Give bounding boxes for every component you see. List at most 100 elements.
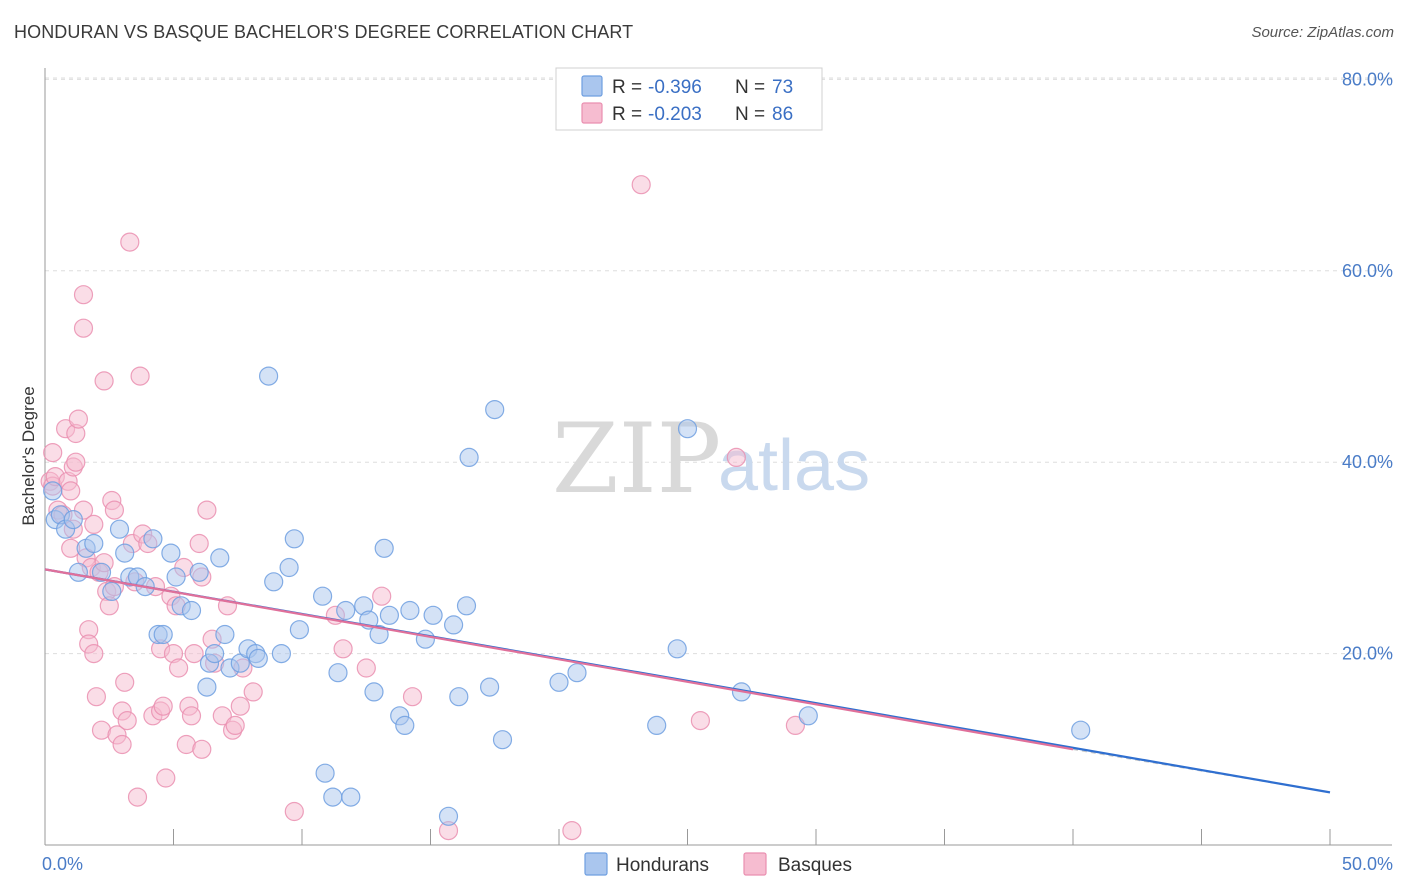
points-layer [40,175,1091,841]
honduran-point-55 [423,605,443,625]
bottom-legend-label-hondurans: Hondurans [616,855,709,876]
honduran-point-21 [181,600,202,621]
honduran-point-59 [456,596,477,616]
honduran-point-33 [259,366,279,386]
honduran-point-4 [63,509,83,530]
honduran-point-48 [369,624,389,645]
basque-point-32 [104,500,125,520]
bottom-legend: Hondurans Basques [584,852,852,876]
legend: R = -0.396 N = 73 R = -0.203 N = 86 [555,67,823,131]
honduran-point-0 [43,481,63,501]
basque-point-13 [66,452,86,472]
basque-point-24 [86,687,107,707]
honduran-point-54 [415,629,435,649]
honduran-point-62 [485,400,505,420]
y-tick-label-20: 20.0% [1342,644,1393,664]
basque-point-38 [117,710,137,731]
y-tick-label-60: 60.0% [1342,261,1393,281]
honduran-point-27 [215,624,235,645]
basque-point-14 [68,409,89,429]
honduran-point-44 [341,787,361,807]
honduran-point-34 [264,572,284,592]
grid-layer [45,77,1392,655]
basque-point-59 [181,706,202,726]
legend-n-value-hondurans: 73 [772,77,793,98]
basque-point-71 [230,696,250,716]
y-tick-label-80: 80.0% [1342,69,1393,89]
honduran-point-36 [279,557,299,578]
basque-point-2 [43,443,63,463]
basque-point-51 [156,768,176,788]
basque-point-70 [225,715,245,736]
legend-r-value-basques: -0.203 [648,104,702,125]
honduran-point-25 [205,643,225,664]
basque-point-81 [785,715,806,736]
basque-point-80 [631,175,651,195]
honduran-point-65 [567,663,587,683]
watermark-atlas: atlas [718,426,870,506]
legend-swatch-basques [581,102,603,124]
basque-point-85 [690,710,711,731]
honduran-point-9 [102,581,122,602]
chart-title: HONDURAN VS BASQUE BACHELOR'S DEGREE COR… [14,22,634,42]
honduran-point-60 [459,447,479,467]
honduran-point-42 [328,663,348,683]
honduran-point-7 [84,533,104,554]
honduran-point-53 [400,600,420,621]
legend-r-label-basques: R = [612,104,642,125]
honduran-point-63 [492,730,513,750]
honduran-point-68 [677,419,698,439]
honduran-point-15 [143,529,163,549]
y-axis-label: Bachelor's Degree [19,386,38,525]
basque-point-63 [192,739,212,759]
basque-point-36 [112,734,132,755]
trend-layer [44,568,1331,794]
y-tick-label-40: 40.0% [1342,452,1393,472]
legend-r-value-hondurans: -0.396 [648,77,702,98]
legend-n-value-basques: 86 [772,104,793,125]
basque-point-77 [356,658,376,678]
honduran-point-61 [480,677,500,697]
basque-point-60 [184,643,204,664]
honduran-point-8 [91,562,112,582]
basque-point-74 [284,801,304,822]
honduran-point-64 [549,672,569,692]
honduran-point-11 [115,543,135,563]
basque-point-76 [333,639,353,659]
honduran-point-18 [161,543,181,563]
basque-point-67 [212,706,232,726]
honduran-point-40 [315,763,335,783]
honduran-point-56 [438,806,459,826]
basque-point-15 [73,285,94,305]
honduran-point-5 [68,562,89,582]
basque-point-22 [84,643,104,664]
honduran-point-39 [313,586,333,606]
honduran-point-38 [289,620,309,640]
basque-point-42 [127,787,148,807]
legend-swatch-hondurans [581,75,603,97]
basque-point-61 [189,533,209,554]
basque-point-43 [130,366,150,386]
honduran-point-52 [395,715,415,736]
honduran-point-19 [166,567,186,587]
basque-point-55 [169,658,189,678]
honduran-point-49 [374,538,394,558]
basque-point-79 [402,687,423,707]
basque-point-82 [726,447,746,467]
bottom-legend-swatch-hondurans [584,852,608,876]
x-tick-label-max: 50.0% [1342,854,1393,874]
honduran-point-22 [189,562,209,582]
basque-point-39 [120,232,140,252]
honduran-point-10 [109,519,130,539]
chart-source: Source: ZipAtlas.com [1251,24,1394,41]
basque-point-84 [562,820,582,841]
basque-point-64 [197,500,217,520]
honduran-point-67 [667,639,687,659]
bottom-legend-swatch-basques [743,852,767,876]
honduran-point-37 [284,529,304,549]
basque-point-23 [84,514,104,535]
basque-point-37 [115,672,135,692]
legend-n-label-basques: N = [735,104,765,125]
watermark-zip: ZIP [552,403,721,515]
